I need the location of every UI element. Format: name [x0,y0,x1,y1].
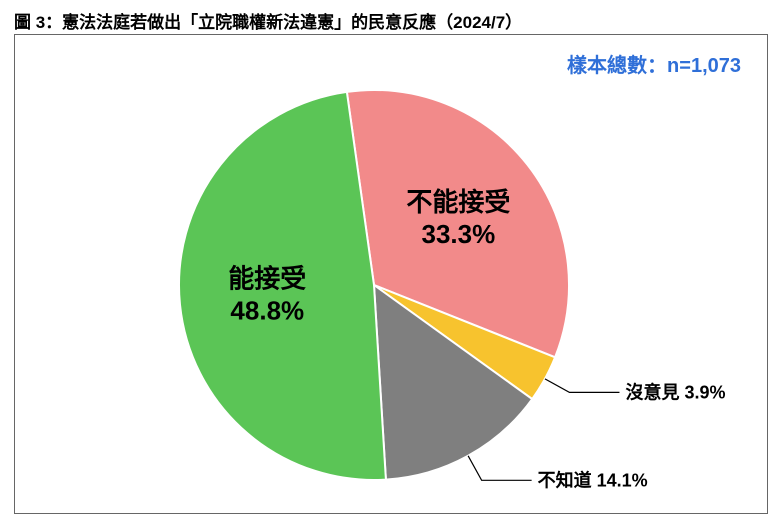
slice-label-can_accept: 能接受 [228,264,306,294]
leader-line-no_opinion [545,379,620,392]
slice-pct-cannot_accept: 33.3% [422,219,496,249]
figure-title: 圖 3：憲法法庭若做出「立院職權新法違憲」的民意反應（2024/7） [14,8,522,33]
slice-label-no_opinion: 沒意見 3.9% [625,381,725,402]
slice-label-cannot_accept: 不能接受 [406,187,510,217]
chart-frame: 樣本總數：n=1,073 不能接受33.3%沒意見 3.9%不知道 14.1%能… [14,34,768,514]
pie-svg: 不能接受33.3% 沒意見 3.9% 不知道 14.1% 能接受48.8% [14,35,768,513]
leader-line-dont_know [468,456,532,481]
figure-container: 圖 3：憲法法庭若做出「立院職權新法違憲」的民意反應（2024/7） 樣本總數：… [0,0,782,525]
pie-chart: 不能接受33.3% 沒意見 3.9% 不知道 14.1% 能接受48.8% [14,35,768,513]
slice-pct-can_accept: 48.8% [230,296,304,326]
slice-label-dont_know: 不知道 14.1% [538,469,648,490]
